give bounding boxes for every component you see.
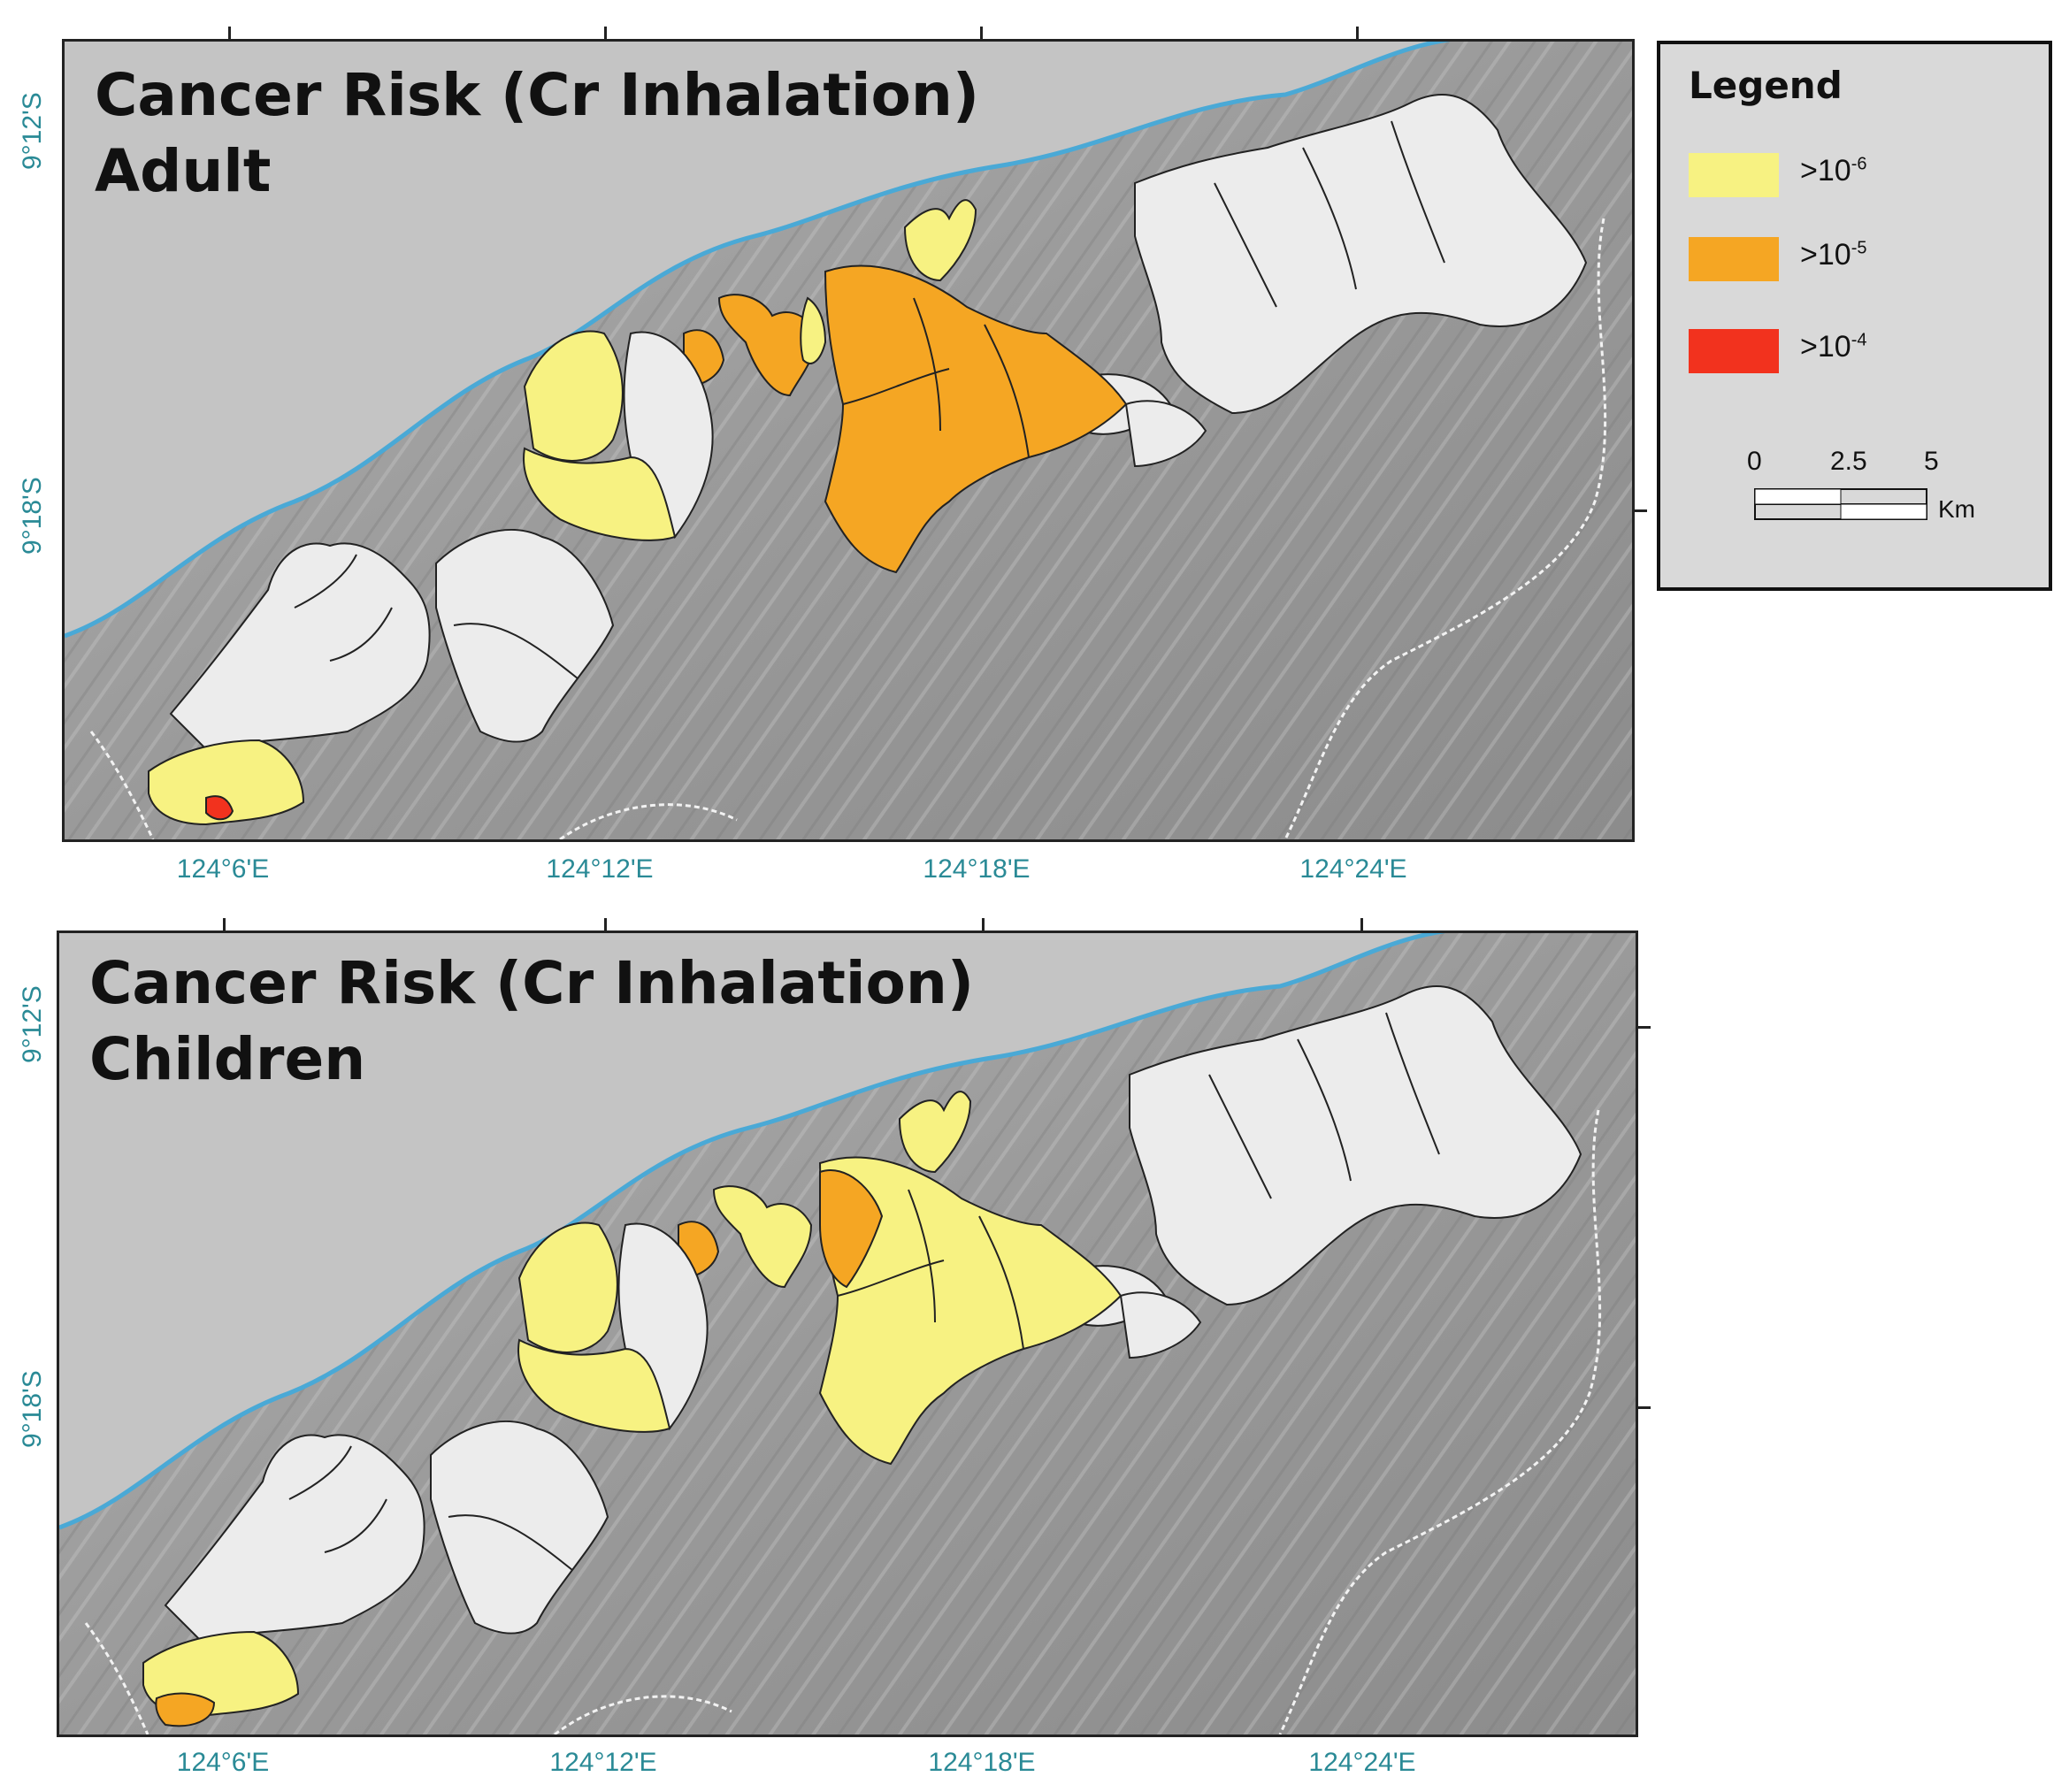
risk-zones bbox=[148, 199, 1207, 826]
boundary-line bbox=[1278, 1109, 1602, 1735]
legend-label-base: >10 bbox=[1800, 238, 1851, 272]
map-adult: Cancer Risk (Cr Inhalation) Adult bbox=[62, 39, 1635, 842]
scale-tick-label: 0 bbox=[1747, 447, 1762, 476]
lon-label: 124°12'E bbox=[546, 854, 654, 884]
legend-label-base: >10 bbox=[1800, 154, 1851, 188]
coastline bbox=[65, 42, 1452, 639]
lon-label: 124°24'E bbox=[1308, 1748, 1416, 1777]
legend-label: >10-6 bbox=[1800, 154, 1866, 188]
tick-mark bbox=[982, 918, 985, 930]
risk-zones bbox=[142, 1091, 1202, 1727]
legend-swatch bbox=[1689, 153, 1779, 197]
map-children-canvas bbox=[59, 933, 1636, 1735]
lon-label: 124°18'E bbox=[928, 1748, 1036, 1777]
unclassified-zones bbox=[169, 94, 1588, 751]
legend-title: Legend bbox=[1689, 64, 1843, 107]
lon-label: 124°6'E bbox=[176, 1748, 270, 1777]
zone-west-unclassified bbox=[617, 1222, 709, 1431]
zone-central-main bbox=[818, 1156, 1123, 1466]
zone-central-main bbox=[824, 264, 1128, 574]
lat-label: 9°18'S bbox=[18, 1370, 47, 1448]
zone-west-1 bbox=[523, 330, 624, 462]
scale-tick-label: 5 bbox=[1924, 447, 1939, 476]
map-title-line1: Cancer Risk (Cr Inhalation) bbox=[95, 61, 979, 129]
scale-unit-label: Km bbox=[1938, 495, 1975, 523]
legend-swatch bbox=[1689, 329, 1779, 373]
legend-label-exponent: -6 bbox=[1851, 154, 1867, 174]
map-title-line1: Cancer Risk (Cr Inhalation) bbox=[89, 949, 974, 1017]
zone-central-strip bbox=[800, 296, 827, 364]
tick-mark bbox=[1356, 27, 1359, 39]
tick-mark bbox=[1635, 509, 1647, 512]
legend-swatch bbox=[1689, 237, 1779, 281]
legend-label-base: >10 bbox=[1800, 330, 1851, 364]
zone-central-north bbox=[898, 1091, 972, 1174]
map-title-line2: Adult bbox=[95, 137, 272, 205]
tick-mark bbox=[980, 27, 983, 39]
legend-label: >10-5 bbox=[1800, 238, 1866, 272]
scale-bar-graphic bbox=[1754, 488, 1927, 520]
scale-tick-label: 2.5 bbox=[1830, 447, 1867, 476]
lon-label: 124°12'E bbox=[549, 1748, 657, 1777]
boundary-line-west bbox=[84, 1622, 149, 1735]
lon-label: 124°24'E bbox=[1299, 854, 1407, 884]
tick-mark bbox=[1638, 1026, 1651, 1029]
zone-central-east-unclassified bbox=[1119, 1291, 1202, 1359]
zone-central-strip bbox=[819, 1169, 884, 1289]
lat-label: 9°18'S bbox=[18, 477, 47, 555]
boundary-line bbox=[1284, 218, 1607, 839]
zone-sw-south bbox=[148, 739, 305, 826]
zone-central-north bbox=[903, 199, 977, 282]
coastline bbox=[59, 933, 1446, 1530]
tick-mark bbox=[1638, 1406, 1651, 1409]
lat-label: 9°12'S bbox=[18, 92, 47, 170]
legend-label-exponent: -4 bbox=[1851, 330, 1867, 350]
zone-west-unclassified bbox=[623, 331, 714, 540]
tick-mark bbox=[604, 918, 607, 930]
legend-label-exponent: -5 bbox=[1851, 238, 1867, 258]
legend-panel: Legend >10-6 >10-5 >10-4 0 2.5 5 Km bbox=[1657, 41, 2052, 591]
lon-label: 124°6'E bbox=[176, 854, 270, 884]
zone-central-tail bbox=[717, 294, 818, 397]
map-children: Cancer Risk (Cr Inhalation) Children bbox=[57, 930, 1638, 1737]
tick-mark bbox=[228, 27, 231, 39]
lat-label: 9°12'S bbox=[18, 985, 47, 1063]
tick-mark bbox=[604, 27, 607, 39]
tick-mark bbox=[1360, 918, 1363, 930]
map-adult-canvas bbox=[65, 42, 1632, 839]
legend-label: >10-4 bbox=[1800, 330, 1866, 364]
zone-central-tail bbox=[712, 1185, 813, 1289]
zone-central-east-unclassified bbox=[1124, 400, 1207, 468]
tick-mark bbox=[223, 918, 226, 930]
zone-west-1 bbox=[517, 1221, 618, 1353]
lon-label: 124°18'E bbox=[923, 854, 1031, 884]
map-title-line2: Children bbox=[89, 1025, 366, 1093]
map-title: Cancer Risk (Cr Inhalation) Children bbox=[89, 946, 974, 1098]
boundary-line-west bbox=[89, 731, 155, 839]
zone-sw-small bbox=[155, 1692, 216, 1727]
zone-sw-small bbox=[205, 795, 234, 821]
map-title: Cancer Risk (Cr Inhalation) Adult bbox=[95, 57, 979, 210]
